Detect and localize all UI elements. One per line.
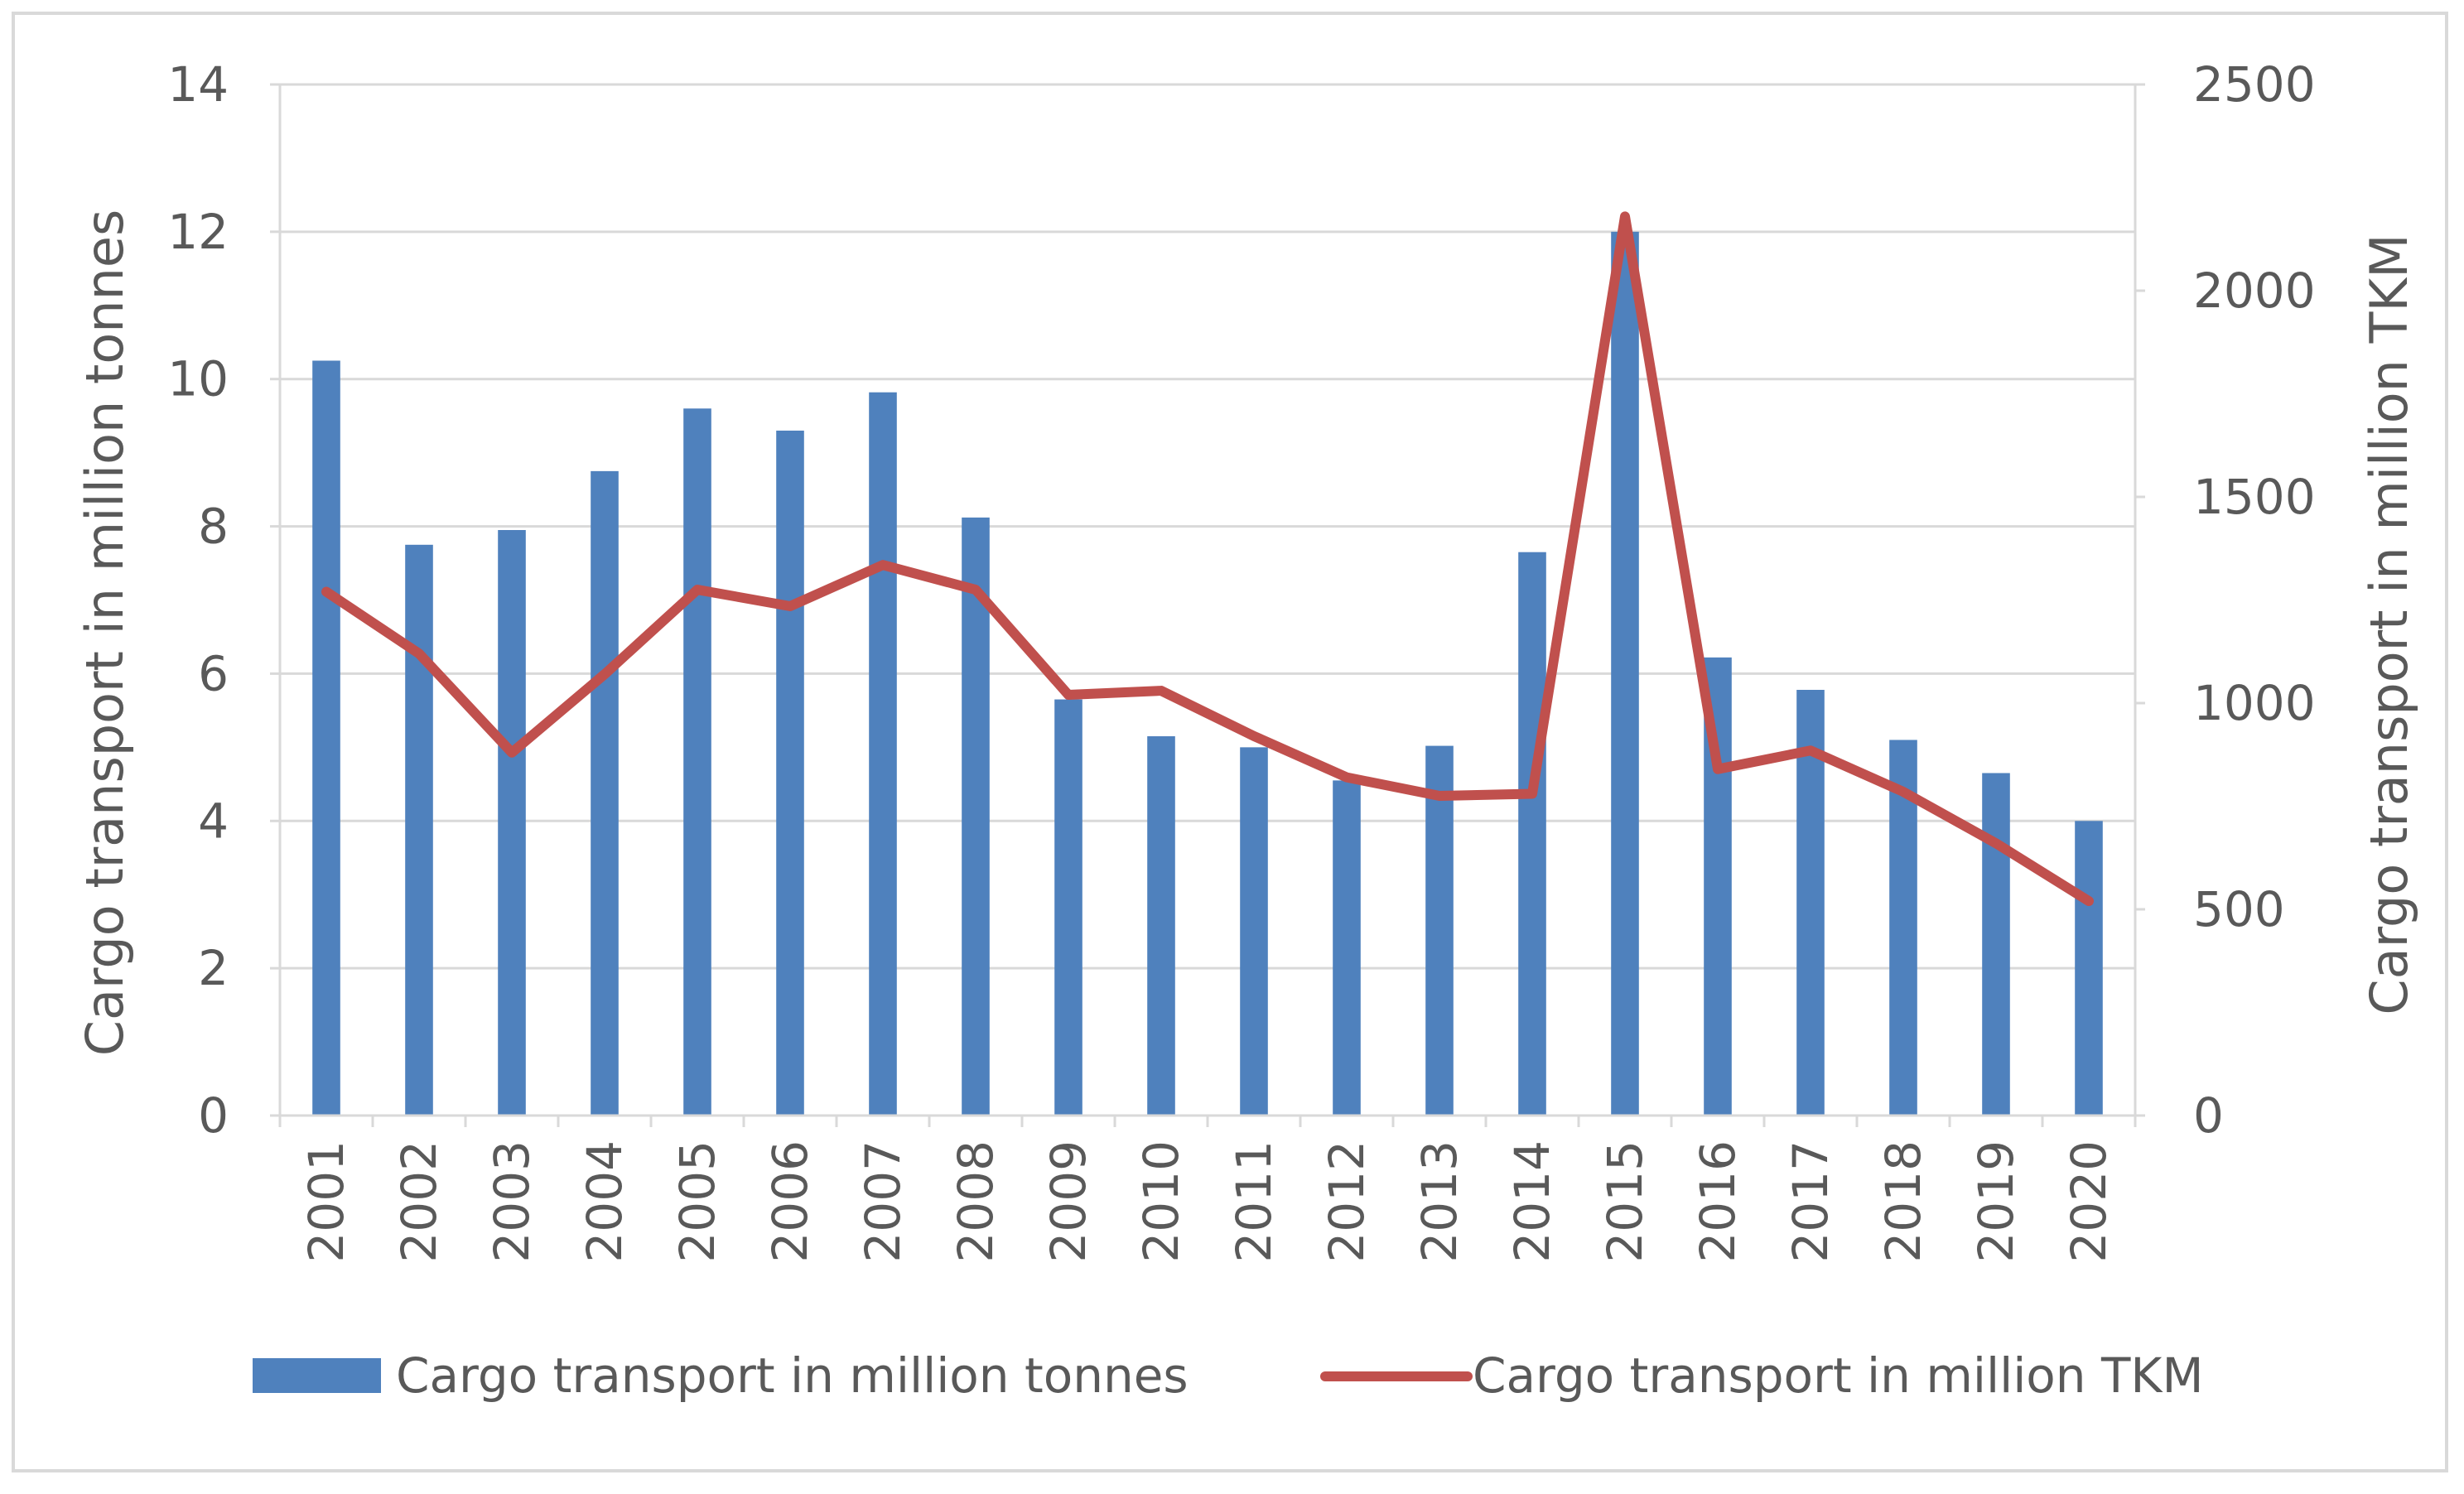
bar <box>312 360 340 1116</box>
right-tick-label: 0 <box>2193 1087 2224 1144</box>
bar <box>1518 552 1546 1116</box>
x-tick-label: 2017 <box>1782 1140 1839 1263</box>
x-tick-label: 2010 <box>1133 1140 1189 1263</box>
bar <box>1054 699 1083 1116</box>
legend: Cargo transport in million tonnes Cargo … <box>253 1347 2204 1404</box>
left-tick-label: 10 <box>167 351 229 407</box>
bar <box>683 408 711 1116</box>
right-tick-label: 1500 <box>2193 469 2316 525</box>
right-axis-ticks: 0 500 1000 1500 2000 2500 <box>2193 56 2316 1144</box>
left-tick-label: 6 <box>198 645 229 701</box>
bar <box>498 530 526 1116</box>
bar <box>1425 745 1454 1116</box>
bar <box>776 430 804 1116</box>
x-tick-label: 2014 <box>1504 1140 1560 1263</box>
bar <box>1611 231 1639 1116</box>
x-tick-label: 2008 <box>948 1140 1004 1263</box>
x-tick-label: 2001 <box>298 1140 354 1263</box>
right-tick-label: 1000 <box>2193 675 2316 731</box>
x-tick-label: 2015 <box>1597 1140 1653 1263</box>
x-tick-label: 2019 <box>1968 1140 2024 1263</box>
x-tick-label: 2016 <box>1690 1140 1746 1263</box>
right-tick-label: 500 <box>2193 881 2285 937</box>
bar <box>1333 780 1361 1116</box>
left-tick-label: 8 <box>198 499 229 555</box>
x-tick-label: 2003 <box>484 1140 540 1263</box>
bar <box>1147 736 1175 1116</box>
bar <box>869 392 897 1116</box>
axes <box>270 83 2145 1127</box>
right-tick-label: 2500 <box>2193 56 2316 113</box>
left-tick-label: 2 <box>198 940 229 996</box>
right-axis-title: Cargo transport in million TKM <box>2359 234 2419 1014</box>
x-tick-label: 2002 <box>391 1140 447 1263</box>
legend-line-label: Cargo transport in million TKM <box>1473 1347 2204 1404</box>
left-tick-label: 4 <box>198 793 229 849</box>
x-tick-label: 2007 <box>855 1140 911 1263</box>
line-series <box>321 211 2094 907</box>
x-tick-label: 2004 <box>576 1140 633 1263</box>
left-axis-ticks: 0 2 4 6 8 10 12 14 <box>167 56 229 1144</box>
x-tick-label: 2013 <box>1411 1140 1468 1263</box>
gridlines <box>280 83 2135 970</box>
x-tick-label: 2005 <box>669 1140 726 1263</box>
left-axis-title: Cargo transport in million tonnes <box>75 210 135 1057</box>
bar <box>2075 821 2103 1116</box>
right-tick-label: 2000 <box>2193 263 2316 319</box>
x-tick-label: 2011 <box>1226 1140 1282 1263</box>
chart-frame <box>12 12 2448 1472</box>
bar <box>962 517 990 1116</box>
bar <box>1796 689 1825 1116</box>
bar <box>1982 773 2010 1116</box>
left-tick-label: 12 <box>167 204 229 260</box>
left-tick-label: 14 <box>167 56 229 113</box>
x-tick-label: 2009 <box>1040 1140 1097 1263</box>
x-tick-label: 2018 <box>1875 1140 1931 1263</box>
x-tick-label: 2012 <box>1319 1140 1375 1263</box>
x-tick-label: 2020 <box>2061 1140 2117 1263</box>
line-path <box>321 211 2094 907</box>
x-tick-label: 2006 <box>762 1140 818 1263</box>
bar <box>405 544 433 1116</box>
legend-bar-label: Cargo transport in million tonnes <box>396 1347 1189 1404</box>
bar-series <box>312 231 2103 1116</box>
left-tick-label: 0 <box>198 1087 229 1144</box>
x-axis-ticks: 2001 2002 2003 2004 2005 2006 2007 2008 2009 2010… <box>298 1140 2117 1263</box>
bar <box>591 470 619 1116</box>
legend-bar-swatch <box>253 1358 381 1393</box>
bar <box>1240 747 1268 1116</box>
